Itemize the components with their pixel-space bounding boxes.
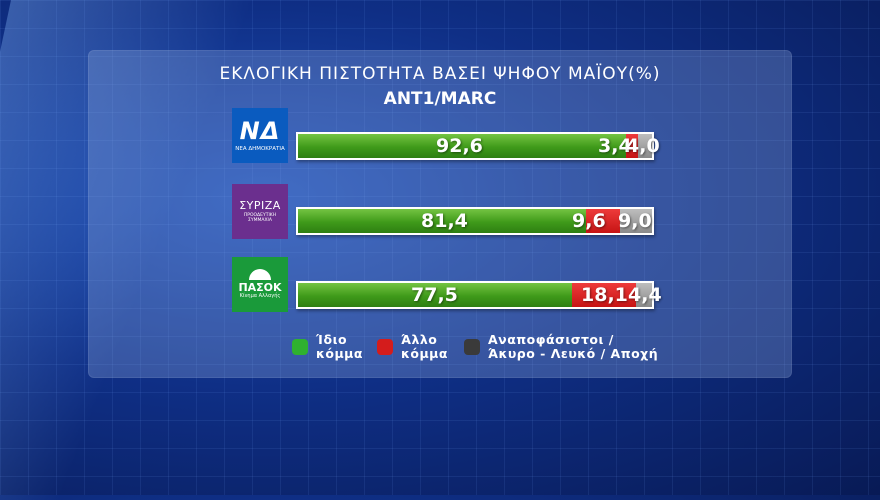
legend-undecided-line2: Άκυρο - Λευκό / Αποχή [488,346,659,361]
pasok-logo-mark: ΠΑΣΟΚ [238,281,282,295]
nd-logo-mark: ΝΔ [239,116,281,145]
bar-nd: 92,6 3,4 4,0 [296,132,660,160]
label-pasok-other-party: 18,1 [581,284,628,306]
label-syriza-same-party: 81,4 [421,210,468,232]
legend-swatch-same-party [292,339,308,355]
bar-inner-syriza [298,209,652,233]
syriza-logo: ΣΥΡΙΖΑ ΠΡΟΟΔΕΥΤΙΚΗ ΣΥΜΜΑΧΙΑ [232,184,288,239]
legend-same-party: Ίδιο κόμμα [292,333,363,361]
legend-undecided-line1: Αναποφάσιστοι / [488,332,614,347]
legend-label-other-party: Άλλο κόμμα [401,333,448,361]
legend-other-party-line1: Άλλο [401,332,438,347]
syriza-logo-mark: ΣΥΡΙΖΑ [239,198,281,212]
bar-pasok-same-party [298,283,573,307]
label-nd-other-party: 3,4 [598,135,632,157]
nd-logo: ΝΔ ΝΕΑ ΔΗΜΟΚΡΑΤΙΑ [232,108,288,163]
bar-pasok: 77,5 18,1 4,4 [296,281,662,309]
legend-same-party-line1: Ίδιο [316,332,348,347]
sun-icon [249,269,271,281]
nd-logo-sub: ΝΕΑ ΔΗΜΟΚΡΑΤΙΑ [235,145,285,152]
label-syriza-undecided: 9,0 [618,210,652,232]
legend-same-party-line2: κόμμα [316,346,363,361]
legend-label-undecided: Αναποφάσιστοι / Άκυρο - Λευκό / Αποχή [488,333,658,361]
bar-nd-same-party [298,134,626,158]
bar-nd-other-party [625,134,638,158]
bar-inner-nd [298,134,652,158]
syriza-logo-sub: ΠΡΟΟΔΕΥΤΙΚΗ ΣΥΜΜΑΧΙΑ [243,212,277,223]
label-pasok-same-party: 77,5 [411,284,458,306]
label-nd-same-party: 92,6 [436,135,483,157]
legend-undecided: Αναποφάσιστοι / Άκυρο - Λευκό / Αποχή [464,333,658,361]
bar-syriza-other-party [586,209,621,233]
legend-swatch-other-party [377,339,393,355]
bar-nd-undecided [637,134,652,158]
pasok-logo-sub: Κίνημα Αλλαγής [239,293,281,300]
legend-swatch-undecided [464,339,480,355]
bar-inner-pasok [298,283,652,307]
bar-syriza-same-party [298,209,587,233]
bar-pasok-undecided [636,283,652,307]
chart-subtitle: ANT1/MARC [383,89,497,109]
pasok-logo: ΠΑΣΟΚ Κίνημα Αλλαγής [232,257,288,312]
label-pasok-undecided: 4,4 [628,284,662,306]
label-nd-undecided: 4,0 [626,135,660,157]
label-syriza-other-party: 9,6 [572,210,606,232]
legend-other-party: Άλλο κόμμα [377,333,448,361]
chart-title: ΕΚΛΟΓΙΚΗ ΠΙΣΤΟΤΗΤΑ ΒΑΣΕΙ ΨΗΦΟΥ ΜΑΪΟΥ(%) [219,64,661,84]
bar-syriza: 81,4 9,6 9,0 [296,207,654,235]
bar-pasok-other-party [572,283,637,307]
bar-syriza-undecided [620,209,652,233]
legend-label-same-party: Ίδιο κόμμα [316,333,363,361]
legend-other-party-line2: κόμμα [401,346,448,361]
